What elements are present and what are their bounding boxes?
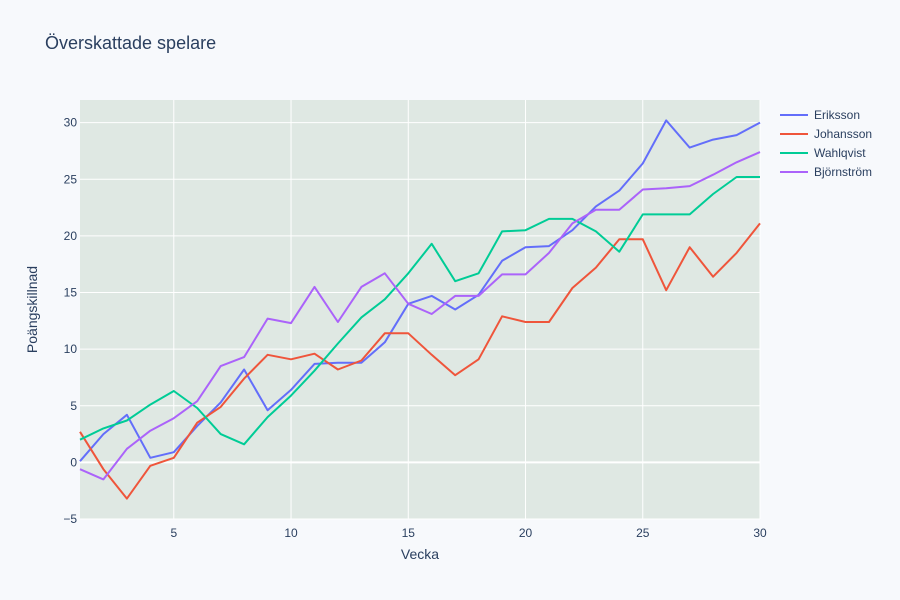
series-line — [79, 222, 761, 500]
x-tick-label: 15 — [402, 526, 416, 540]
legend-label: Wahlqvist — [814, 146, 866, 160]
x-tick-label: 5 — [170, 526, 177, 540]
series-line — [79, 119, 761, 462]
x-axis-ticks: 5 10 15 20 25 30 — [170, 526, 767, 540]
x-tick-label: 10 — [284, 526, 298, 540]
y-tick-label: 15 — [64, 286, 78, 300]
series-lines — [79, 119, 761, 500]
y-tick-label: 5 — [70, 399, 77, 413]
y-tick-label: −5 — [63, 512, 77, 526]
x-tick-label: 25 — [636, 526, 650, 540]
y-axis-title: Poängskillnad — [24, 266, 40, 353]
y-axis-ticks: −5 0 5 10 15 20 25 30 — [63, 116, 77, 526]
x-tick-label: 30 — [753, 526, 767, 540]
x-axis-title: Vecka — [401, 546, 439, 562]
legend-label: Johansson — [814, 127, 872, 141]
y-tick-label: 30 — [64, 116, 78, 130]
legend-label: Eriksson — [814, 108, 860, 122]
y-tick-label: 10 — [64, 342, 78, 356]
y-tick-label: 0 — [70, 455, 77, 469]
legend: Eriksson Johansson Wahlqvist Björnström — [780, 108, 872, 179]
x-tick-label: 20 — [519, 526, 533, 540]
series-line — [79, 151, 761, 481]
y-tick-label: 25 — [64, 172, 78, 186]
y-tick-label: 20 — [64, 229, 78, 243]
chart-title: Överskattade spelare — [45, 33, 217, 53]
legend-label: Björnström — [814, 165, 872, 179]
